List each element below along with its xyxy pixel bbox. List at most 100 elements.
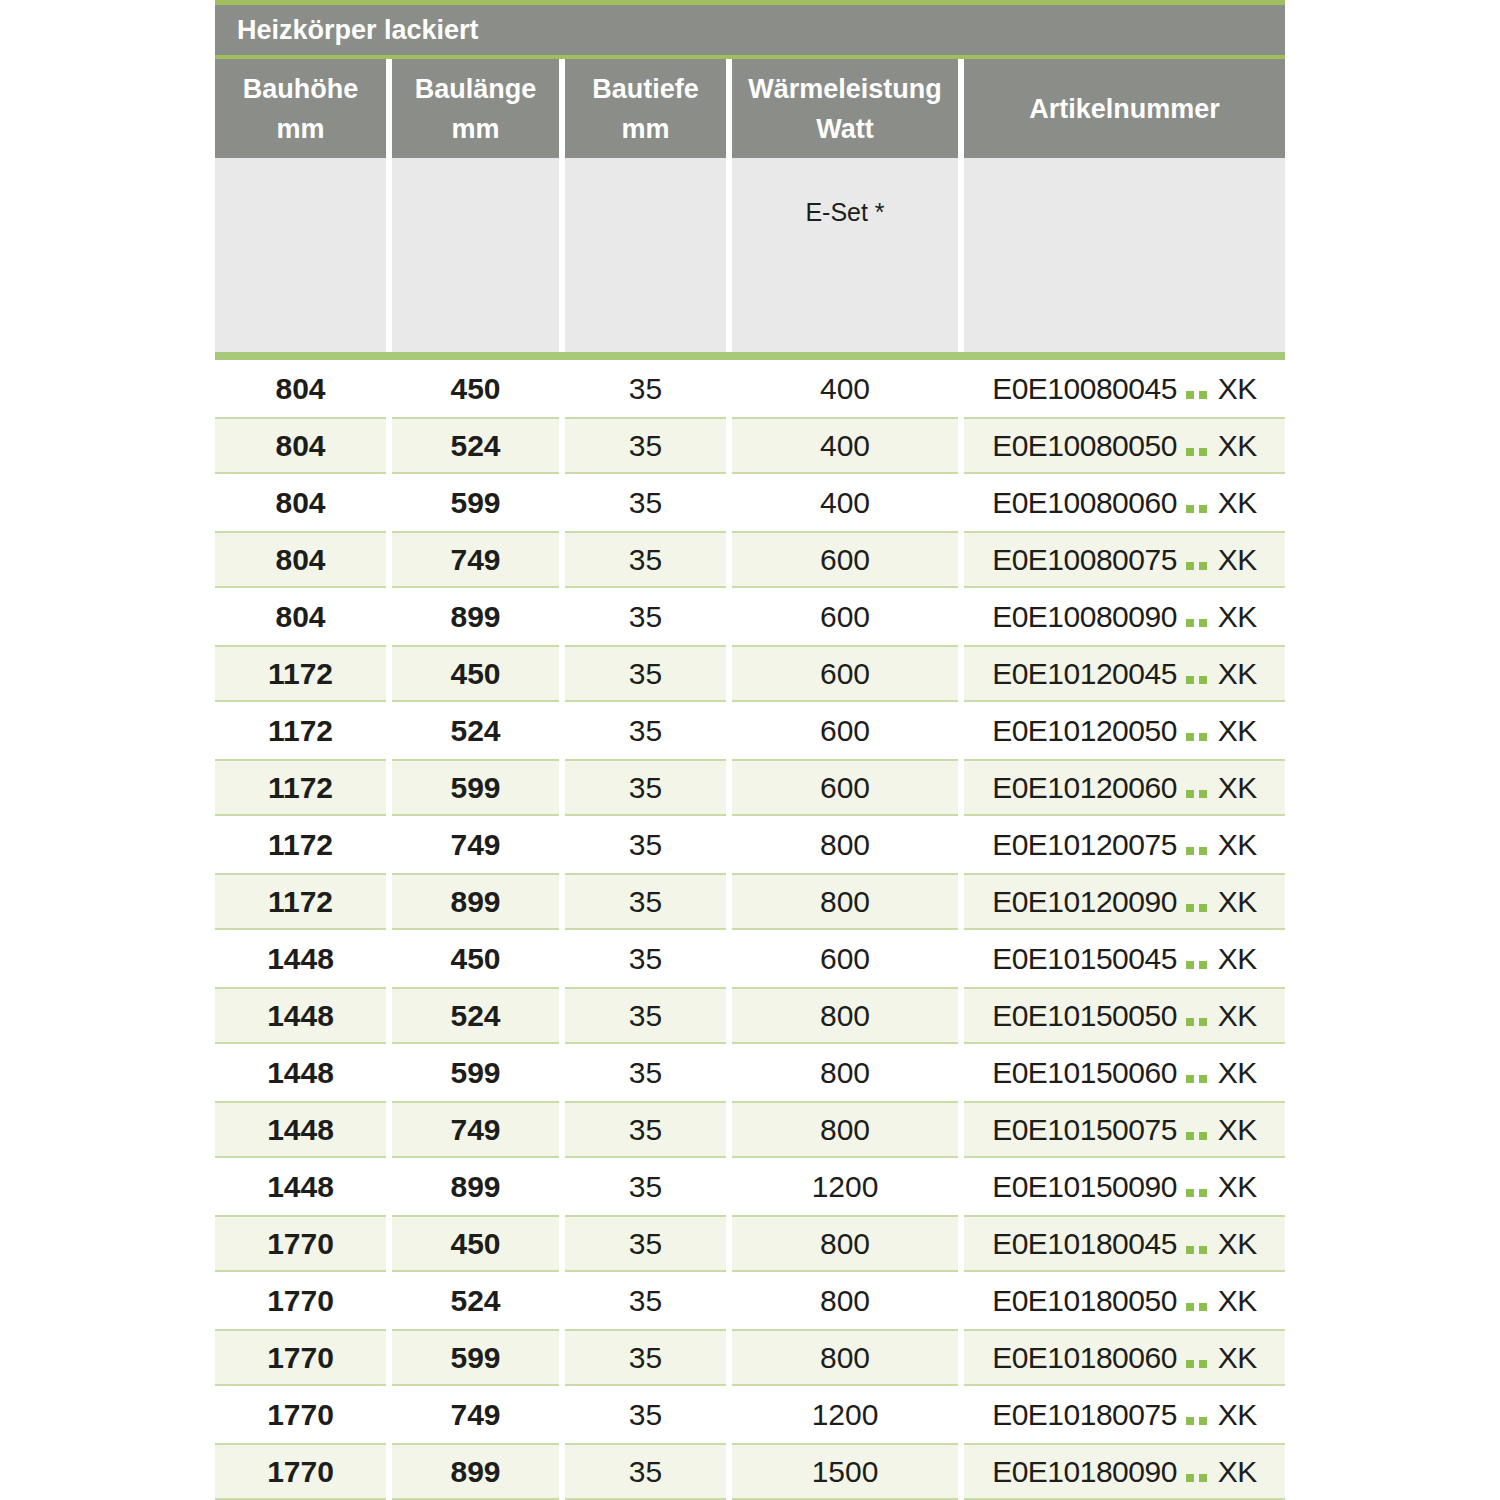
placeholder-dots-icon <box>1186 543 1212 577</box>
artikel-prefix: E0E10150050 <box>992 999 1177 1033</box>
placeholder-dots-icon <box>1186 486 1212 520</box>
artikel-suffix: XK <box>1218 600 1257 634</box>
cell-baulaenge: 899 <box>392 588 559 645</box>
artikel-suffix: XK <box>1218 429 1257 463</box>
subheader-row: E-Set * <box>215 158 1285 352</box>
column-header-row: Bauhöhe mm Baulänge mm Bautiefe mm Wärme… <box>215 59 1285 158</box>
cell-bauhoehe: 1448 <box>215 930 386 987</box>
cell-artikelnummer: E0E10080075XK <box>964 531 1285 588</box>
cell-baulaenge: 524 <box>392 987 559 1044</box>
placeholder-dots-icon <box>1186 999 1212 1033</box>
cell-bautiefe: 35 <box>565 759 726 816</box>
placeholder-dots-icon <box>1186 942 1212 976</box>
artikel-suffix: XK <box>1218 999 1257 1033</box>
cell-bautiefe: 35 <box>565 1443 726 1500</box>
cell-bautiefe: 35 <box>565 702 726 759</box>
cell-baulaenge: 749 <box>392 1386 559 1443</box>
placeholder-dots-icon <box>1186 1227 1212 1261</box>
artikel-suffix: XK <box>1218 942 1257 976</box>
table-row: 1770899351500E0E10180090XK <box>215 1443 1285 1500</box>
cell-bautiefe: 35 <box>565 1215 726 1272</box>
cell-baulaenge: 899 <box>392 873 559 930</box>
cell-bauhoehe: 804 <box>215 588 386 645</box>
cell-baulaenge: 450 <box>392 930 559 987</box>
cell-bautiefe: 35 <box>565 1101 726 1158</box>
artikel-prefix: E0E10120045 <box>992 657 1177 691</box>
cell-baulaenge: 749 <box>392 816 559 873</box>
artikel-suffix: XK <box>1218 657 1257 691</box>
cell-bautiefe: 35 <box>565 531 726 588</box>
cell-artikelnummer: E0E10180075 XK <box>964 1386 1285 1443</box>
cell-artikelnummer: E0E10120050XK <box>964 702 1285 759</box>
radiator-spec-table: Heizkörper lackiert Bauhöhe mm Baulänge … <box>215 0 1285 1500</box>
cell-watt: 1500 <box>732 1443 958 1500</box>
placeholder-dots-icon <box>1186 1170 1212 1204</box>
cell-artikelnummer: E0E10150045 XK <box>964 930 1285 987</box>
table-row: 144845035600E0E10150045XK <box>215 930 1285 987</box>
cell-bautiefe: 35 <box>565 360 726 417</box>
cell-watt: 600 <box>732 930 958 987</box>
cell-bauhoehe: 804 <box>215 417 386 474</box>
cell-watt: 600 <box>732 531 958 588</box>
artikel-prefix: E0E10150075 <box>992 1113 1177 1147</box>
placeholder-dots-icon <box>1186 1056 1212 1090</box>
subheader-cell-empty <box>392 158 559 352</box>
cell-baulaenge: 450 <box>392 360 559 417</box>
column-header-artikelnummer: Artikelnummer <box>964 59 1285 158</box>
table-row: 117274935800E0E10120075XK <box>215 816 1285 873</box>
placeholder-dots-icon <box>1186 771 1212 805</box>
artikel-prefix: E0E10180045 <box>992 1227 1177 1261</box>
artikel-prefix: E0E10150045 <box>992 942 1177 976</box>
placeholder-dots-icon <box>1186 1341 1212 1375</box>
artikel-suffix: XK <box>1218 714 1257 748</box>
cell-artikelnummer: E0E10150060XK <box>964 1044 1285 1101</box>
cell-watt: 800 <box>732 816 958 873</box>
cell-bautiefe: 35 <box>565 588 726 645</box>
artikel-suffix: XK <box>1218 372 1257 406</box>
cell-bautiefe: 35 <box>565 417 726 474</box>
cell-artikelnummer: E0E10180050XK <box>964 1272 1285 1329</box>
cell-watt: 800 <box>732 1101 958 1158</box>
cell-baulaenge: 599 <box>392 1044 559 1101</box>
artikel-prefix: E0E10180050 <box>992 1284 1177 1318</box>
column-unit: mm <box>621 109 669 149</box>
eset-label: E-Set * <box>805 198 884 227</box>
artikel-suffix: XK <box>1218 1398 1257 1432</box>
column-label: Artikelnummer <box>1029 89 1220 129</box>
subheader-cell-eset: E-Set * <box>732 158 958 352</box>
table-row: 117245035600E0E10120045XK <box>215 645 1285 702</box>
cell-artikelnummer: E0E10080050XK <box>964 417 1285 474</box>
cell-bautiefe: 35 <box>565 1044 726 1101</box>
artikel-suffix: XK <box>1218 1341 1257 1375</box>
column-header-waermeleistung: Wärmeleistung Watt <box>732 59 958 158</box>
header-separator-bar <box>215 352 1285 360</box>
artikel-suffix: XK <box>1218 1227 1257 1261</box>
cell-artikelnummer: E0E10180045 XK <box>964 1215 1285 1272</box>
artikel-prefix: E0E10180060 <box>992 1341 1177 1375</box>
cell-watt: 800 <box>732 987 958 1044</box>
artikel-suffix: XK <box>1218 543 1257 577</box>
cell-artikelnummer: E0E10150090XK <box>964 1158 1285 1215</box>
cell-bauhoehe: 1448 <box>215 1101 386 1158</box>
cell-bautiefe: 35 <box>565 474 726 531</box>
table-row: 1770749351200E0E10180075XK <box>215 1386 1285 1443</box>
placeholder-dots-icon <box>1186 1113 1212 1147</box>
cell-bautiefe: 35 <box>565 1272 726 1329</box>
table-row: 80489935600E0E10080090XK <box>215 588 1285 645</box>
cell-artikelnummer: E0E10150050 XK <box>964 987 1285 1044</box>
artikel-prefix: E0E10120090 <box>992 885 1177 919</box>
cell-bauhoehe: 1770 <box>215 1386 386 1443</box>
cell-baulaenge: 749 <box>392 531 559 588</box>
table-row: 117252435600E0E10120050XK <box>215 702 1285 759</box>
cell-baulaenge: 524 <box>392 1272 559 1329</box>
column-unit: Watt <box>816 109 873 149</box>
cell-watt: 800 <box>732 873 958 930</box>
cell-artikelnummer: E0E10080045XK <box>964 360 1285 417</box>
artikel-prefix: E0E10180075 <box>992 1398 1177 1432</box>
cell-bautiefe: 35 <box>565 1386 726 1443</box>
artikel-suffix: XK <box>1218 1455 1257 1489</box>
cell-bauhoehe: 1172 <box>215 645 386 702</box>
cell-bauhoehe: 1172 <box>215 873 386 930</box>
placeholder-dots-icon <box>1186 828 1212 862</box>
table-title-bar: Heizkörper lackiert <box>215 5 1285 55</box>
